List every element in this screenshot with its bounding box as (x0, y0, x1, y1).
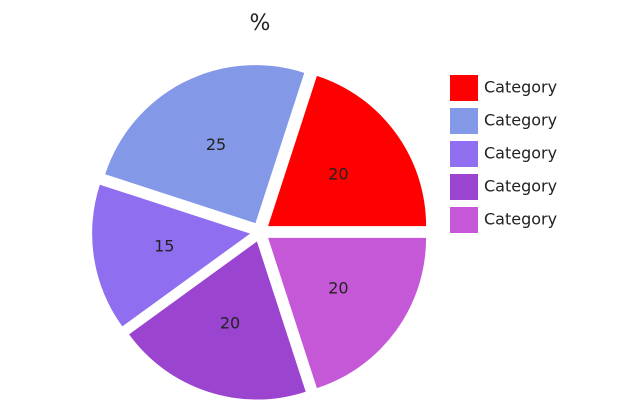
pie-slice (105, 65, 305, 224)
chart-title: % (250, 11, 271, 36)
slice-label: 20 (328, 278, 348, 297)
slice-label: 20 (328, 165, 348, 184)
legend-swatch (450, 141, 478, 167)
legend-label: Category (484, 210, 557, 229)
legend-label: Category (484, 111, 557, 130)
legend-label: Category (484, 144, 557, 163)
legend-label: Category (484, 78, 557, 97)
legend-swatch (450, 108, 478, 134)
legend-swatch (450, 207, 478, 233)
legend-swatch (450, 75, 478, 101)
slice-label: 25 (206, 135, 226, 154)
slice-label: 20 (220, 314, 240, 333)
legend-swatch (450, 174, 478, 200)
pie-slice (129, 241, 306, 400)
pie-slice (268, 237, 427, 389)
pie-slice (92, 184, 251, 327)
pie-slice (268, 75, 427, 227)
legend-label: Category (484, 177, 557, 196)
slice-label: 15 (154, 237, 174, 256)
